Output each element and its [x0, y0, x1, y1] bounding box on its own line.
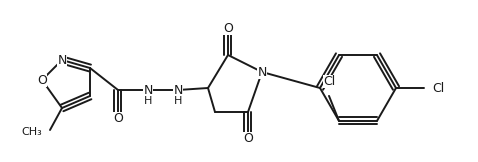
Text: O: O — [37, 74, 47, 87]
Text: N: N — [143, 83, 152, 97]
Text: Cl: Cl — [323, 75, 335, 88]
Text: N: N — [257, 65, 267, 79]
Text: CH₃: CH₃ — [21, 127, 42, 137]
Text: O: O — [243, 132, 253, 145]
Text: H: H — [174, 96, 182, 106]
Text: N: N — [57, 53, 67, 66]
Text: O: O — [113, 111, 123, 125]
Text: N: N — [174, 83, 183, 97]
Text: Cl: Cl — [432, 81, 444, 94]
Text: O: O — [223, 22, 233, 35]
Text: H: H — [144, 96, 152, 106]
